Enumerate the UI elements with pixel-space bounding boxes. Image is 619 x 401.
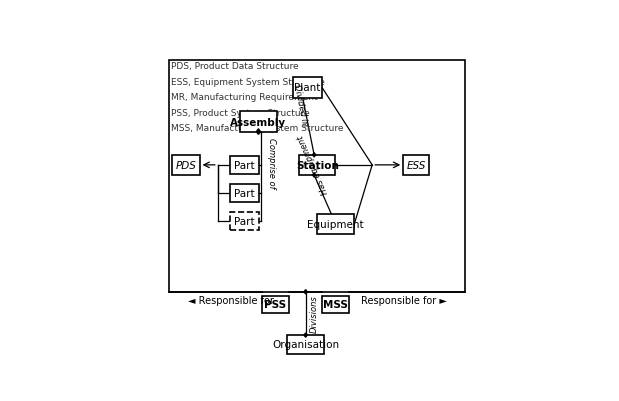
Text: Has equipment: Has equipment <box>297 133 331 195</box>
Text: Responsible for ►: Responsible for ► <box>361 296 447 306</box>
Text: PDS, Product Data Structure: PDS, Product Data Structure <box>171 62 299 71</box>
Polygon shape <box>256 130 261 135</box>
Text: Part: Part <box>234 188 255 198</box>
Bar <box>230 156 259 174</box>
Bar <box>240 112 277 132</box>
Bar <box>230 184 259 202</box>
Polygon shape <box>304 333 307 337</box>
Text: Plant: Plant <box>294 83 321 93</box>
Text: ESS, Equipment System Structure: ESS, Equipment System Structure <box>171 77 325 87</box>
Bar <box>169 61 465 292</box>
Text: Comprise of: Comprise of <box>267 138 276 188</box>
Polygon shape <box>304 290 307 294</box>
Bar <box>300 156 335 176</box>
Text: PSS, Product System Structure: PSS, Product System Structure <box>171 108 310 117</box>
Text: Part: Part <box>234 216 255 226</box>
Bar <box>171 156 199 176</box>
Text: Station: Station <box>296 160 339 170</box>
Text: Assembly: Assembly <box>230 117 287 127</box>
Text: Part: Part <box>234 160 255 170</box>
Bar <box>293 78 322 98</box>
Text: PSS: PSS <box>264 300 287 310</box>
Text: Organisation: Organisation <box>272 340 339 350</box>
Polygon shape <box>313 153 316 158</box>
Polygon shape <box>313 173 316 178</box>
Text: Divisions: Divisions <box>310 295 319 332</box>
Bar <box>403 156 430 176</box>
Bar <box>287 335 324 354</box>
Text: PDS: PDS <box>175 160 196 170</box>
Text: MSS, Manufacturing System Structure: MSS, Manufacturing System Structure <box>171 124 344 133</box>
Bar <box>262 296 289 313</box>
Bar <box>318 214 355 234</box>
Text: ESS: ESS <box>407 160 426 170</box>
Text: Divided in: Divided in <box>292 84 310 127</box>
Bar <box>230 212 259 230</box>
Text: Equipment: Equipment <box>308 219 364 229</box>
Text: MSS: MSS <box>323 300 348 310</box>
Text: ◄ Responsible for: ◄ Responsible for <box>188 296 274 306</box>
Text: MR, Manufacturing Requirement: MR, Manufacturing Requirement <box>171 93 318 102</box>
Bar <box>322 296 350 313</box>
